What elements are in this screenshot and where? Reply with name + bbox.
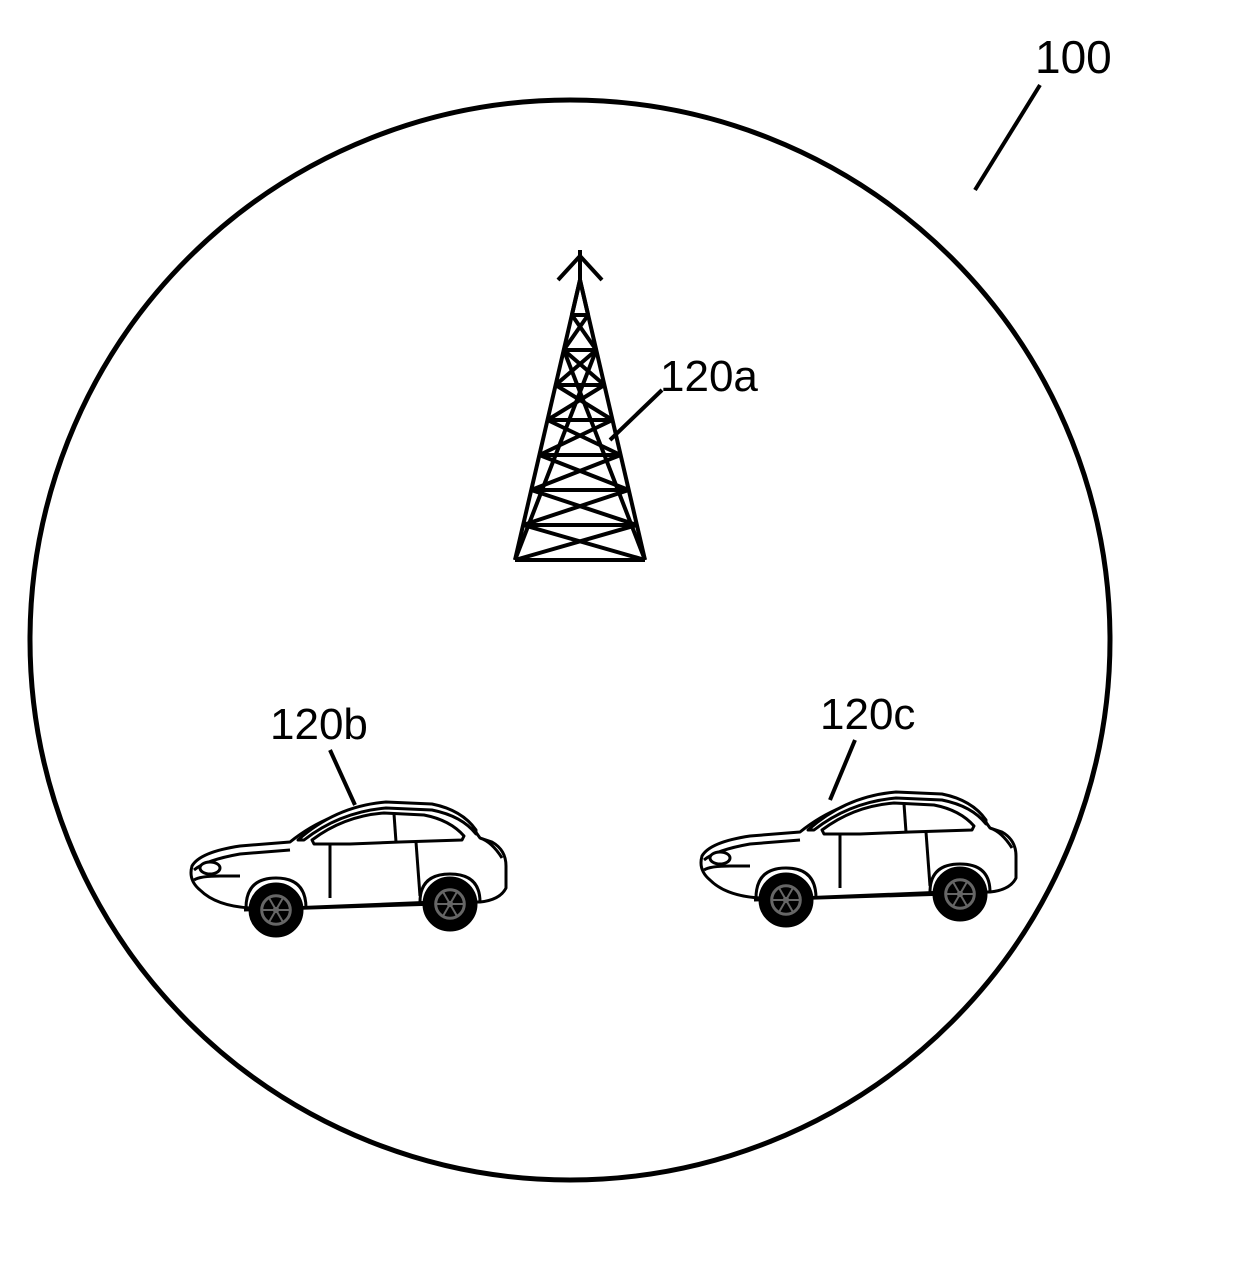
tower-icon: [515, 250, 645, 560]
car-right-icon: [701, 792, 1016, 926]
label-tower: 120a: [660, 352, 758, 402]
car-left-icon: [191, 802, 506, 936]
label-cell: 100: [1035, 30, 1112, 84]
cell-boundary: [30, 100, 1110, 1180]
leader-car-left: [330, 750, 355, 805]
diagram-svg: [0, 0, 1240, 1285]
leader-lines: [330, 85, 1040, 805]
leader-tower: [610, 390, 662, 440]
diagram-canvas: 100 120a 120b 120c: [0, 0, 1240, 1285]
label-car-right: 120c: [820, 690, 915, 740]
leader-cell: [975, 85, 1040, 190]
leader-car-right: [830, 740, 855, 800]
label-car-left: 120b: [270, 700, 368, 750]
